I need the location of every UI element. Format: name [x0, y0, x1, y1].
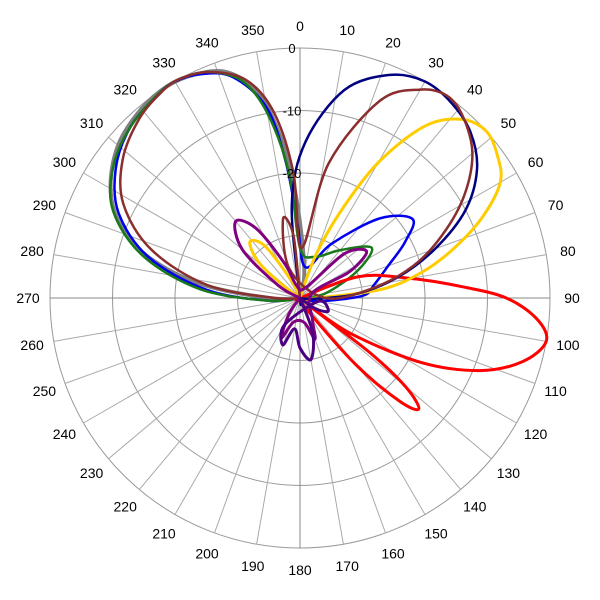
angle-tick-label-70: 70: [548, 197, 564, 213]
series-layer: [108, 69, 549, 412]
angle-tick-label-140: 140: [463, 498, 487, 514]
grid-spoke-350: [256, 51, 301, 299]
angle-tick-label-60: 60: [528, 154, 544, 170]
angle-tick-label-40: 40: [467, 82, 483, 98]
grid-spoke-260: [53, 297, 301, 342]
grid-spoke-120: [299, 297, 517, 424]
radial-tick-label--10: -10: [283, 104, 302, 119]
angle-tick-label-230: 230: [80, 465, 104, 481]
angle-tick-label-310: 310: [80, 115, 104, 131]
angle-tick-label-210: 210: [152, 526, 176, 542]
angle-tick-label-190: 190: [241, 558, 265, 574]
angle-tick-label-80: 80: [560, 243, 576, 259]
angle-tick-label-10: 10: [339, 22, 355, 38]
series-line-9: [279, 296, 330, 362]
grid-spoke-50: [299, 136, 492, 299]
angle-tick-label-90: 90: [564, 290, 580, 306]
grid-spoke-170: [299, 297, 344, 545]
radial-tick-label-0: 0: [288, 41, 295, 56]
grid-spoke-300: [83, 172, 301, 299]
series-line-8: [233, 218, 369, 341]
angle-tick-label-20: 20: [385, 34, 401, 50]
angle-tick-label-0: 0: [296, 18, 304, 34]
series-line-7: [119, 70, 474, 301]
angle-tick-label-240: 240: [53, 426, 77, 442]
angle-tick-label-150: 150: [424, 526, 448, 542]
angle-tick-label-350: 350: [241, 22, 265, 38]
grid-spoke-230: [108, 297, 301, 460]
angle-tick-label-280: 280: [20, 243, 44, 259]
angle-tick-label-290: 290: [33, 197, 57, 213]
grid-spoke-140: [299, 297, 462, 490]
angle-tick-label-130: 130: [497, 465, 521, 481]
angle-tick-label-340: 340: [195, 34, 219, 50]
grid-spoke-100: [299, 297, 547, 342]
series-line-4: [294, 273, 549, 412]
angle-tick-label-50: 50: [501, 115, 517, 131]
grid-spoke-30: [299, 81, 426, 299]
grid-spoke-190: [256, 297, 301, 545]
grid-spoke-200: [214, 297, 301, 534]
radial-tick-label--20: -20: [283, 166, 302, 181]
grid-spoke-150: [299, 297, 426, 515]
grid-spoke-250: [64, 297, 301, 384]
angle-tick-label-110: 110: [544, 383, 567, 399]
angle-tick-label-220: 220: [114, 498, 138, 514]
grid-spoke-240: [83, 297, 301, 424]
angle-tick-label-330: 330: [152, 54, 176, 70]
angle-tick-label-270: 270: [16, 290, 40, 306]
angle-tick-label-300: 300: [53, 154, 77, 170]
grid-spoke-220: [138, 297, 301, 490]
radial-tick-labels: 0 -10 -20: [283, 41, 302, 181]
angle-tick-label-250: 250: [33, 383, 57, 399]
angle-tick-label-120: 120: [524, 426, 548, 442]
angle-tick-labels: 0 10 20 30 40 50 60 70 80 90 100 110 120 130 140 150 160…: [16, 18, 580, 578]
angle-tick-label-30: 30: [428, 54, 444, 70]
series-line-5: [248, 117, 503, 303]
series-line-2: [113, 71, 416, 303]
grid-spoke-320: [138, 106, 301, 299]
grid-spoke-40: [299, 106, 462, 299]
grid-spoke-290: [64, 212, 301, 299]
grid-spoke-210: [174, 297, 301, 515]
angle-tick-label-200: 200: [195, 546, 219, 562]
angle-tick-label-100: 100: [556, 337, 580, 353]
angle-tick-label-180: 180: [288, 562, 312, 578]
angle-tick-label-160: 160: [381, 546, 405, 562]
angle-tick-label-320: 320: [114, 82, 138, 98]
angle-tick-label-170: 170: [336, 558, 360, 574]
grid-spoke-80: [299, 254, 547, 299]
angle-tick-label-260: 260: [20, 337, 44, 353]
